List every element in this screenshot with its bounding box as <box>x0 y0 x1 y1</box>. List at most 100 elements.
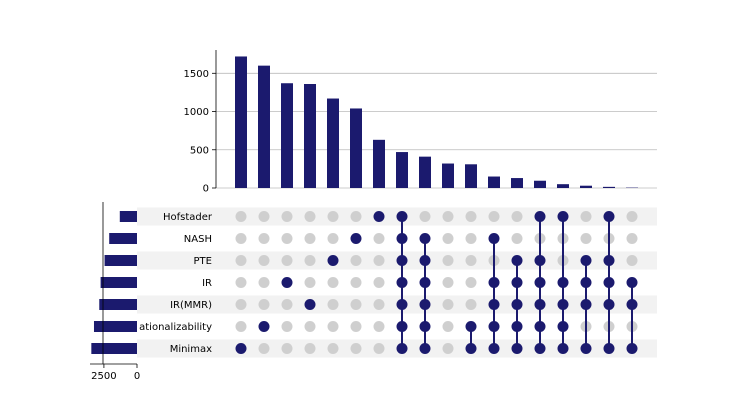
matrix-dot-active <box>281 277 293 288</box>
matrix-dot-active <box>396 321 408 332</box>
matrix-dot-inactive <box>442 299 454 310</box>
matrix-dot-active <box>258 321 270 332</box>
intersection-bar <box>419 156 431 188</box>
matrix-dot-inactive <box>442 211 454 222</box>
matrix-dot-inactive <box>304 233 316 244</box>
matrix-dot-active <box>419 255 431 266</box>
set-label-hofstader: Hofstader <box>163 212 213 223</box>
matrix-dot-active <box>580 255 592 266</box>
matrix-dot-inactive <box>281 255 293 266</box>
matrix-dot-inactive <box>281 299 293 310</box>
matrix-dot-inactive <box>235 277 247 288</box>
matrix-dot-inactive <box>511 211 523 222</box>
matrix-dot-inactive <box>442 255 454 266</box>
matrix-dot-active <box>419 299 431 310</box>
matrix-dot-active <box>534 299 546 310</box>
matrix-dot-inactive <box>258 255 270 266</box>
matrix-dot-inactive <box>327 211 339 222</box>
matrix-dot-inactive <box>442 321 454 332</box>
matrix-dot-inactive <box>258 277 270 288</box>
matrix-dot-inactive <box>373 255 385 266</box>
matrix-dot-active <box>580 299 592 310</box>
matrix-dot-inactive <box>327 277 339 288</box>
matrix-dot-inactive <box>258 233 270 244</box>
matrix-dot-active <box>419 277 431 288</box>
matrix-dot-active <box>557 321 569 332</box>
matrix-dot-inactive <box>465 299 477 310</box>
set-label-rationalizability: ationalizability <box>139 322 212 333</box>
matrix-dot-active <box>603 299 615 310</box>
matrix-dot-inactive <box>442 277 454 288</box>
matrix-dot-inactive <box>465 211 477 222</box>
matrix-dot-inactive <box>235 321 247 332</box>
matrix-dot-active <box>511 343 523 354</box>
matrix-dot-active <box>557 343 569 354</box>
matrix-dot-active <box>373 211 385 222</box>
set-size-tick-label: 2500 <box>91 371 116 382</box>
set-size-bar <box>100 277 137 288</box>
matrix-dot-active <box>396 343 408 354</box>
matrix-dot-inactive <box>327 233 339 244</box>
matrix-dot-inactive <box>511 233 523 244</box>
matrix-dot-active <box>511 299 523 310</box>
intersection-bar <box>235 56 247 189</box>
matrix-dot-inactive <box>350 321 362 332</box>
matrix-dot-active <box>511 321 523 332</box>
matrix-dot-active <box>580 277 592 288</box>
matrix-dot-inactive <box>235 233 247 244</box>
matrix-dot-inactive <box>373 299 385 310</box>
intersection-bar <box>465 164 477 188</box>
matrix-dot-inactive <box>373 233 385 244</box>
matrix-dot-inactive <box>580 211 592 222</box>
matrix-dot-inactive <box>465 277 477 288</box>
matrix-dot-inactive <box>626 255 638 266</box>
matrix-dot-active <box>488 277 500 288</box>
matrix-dot-inactive <box>304 321 316 332</box>
matrix-dot-active <box>626 299 638 310</box>
matrix-dot-active <box>419 233 431 244</box>
intersection-bar <box>511 178 523 188</box>
matrix-dot-active <box>327 255 339 266</box>
matrix-dot-inactive <box>327 299 339 310</box>
matrix-dot-active <box>465 343 477 354</box>
set-label-ir: IR <box>202 278 212 289</box>
matrix-dot-inactive <box>626 211 638 222</box>
matrix-dot-active <box>396 255 408 266</box>
matrix-dot-active <box>350 233 362 244</box>
matrix-dot-active <box>235 343 247 354</box>
matrix-dot-active <box>511 255 523 266</box>
matrix-dot-inactive <box>373 343 385 354</box>
intersection-bar <box>488 176 500 188</box>
matrix-dot-active <box>511 277 523 288</box>
intersection-bar <box>258 65 270 188</box>
matrix-dot-inactive <box>350 211 362 222</box>
matrix-dot-active <box>557 277 569 288</box>
matrix-dot-active <box>534 343 546 354</box>
intersection-bar <box>327 98 339 188</box>
matrix-dot-inactive <box>235 299 247 310</box>
matrix-dot-inactive <box>465 233 477 244</box>
matrix-dot-inactive <box>373 277 385 288</box>
set-label-ir-mmr-: IR(MMR) <box>170 300 212 311</box>
intersection-bar <box>534 180 546 188</box>
matrix-dot-active <box>626 343 638 354</box>
set-size-bar <box>93 321 137 332</box>
set-size-bar <box>91 343 137 354</box>
matrix-dot-active <box>465 321 477 332</box>
matrix-dot-active <box>396 233 408 244</box>
matrix-dot-inactive <box>327 321 339 332</box>
matrix-dot-inactive <box>258 299 270 310</box>
matrix-dot-inactive <box>442 343 454 354</box>
matrix-dot-inactive <box>235 255 247 266</box>
matrix-dot-inactive <box>304 277 316 288</box>
intersection-bar <box>281 83 293 188</box>
matrix-dot-active <box>534 255 546 266</box>
matrix-dot-inactive <box>626 233 638 244</box>
matrix-dot-inactive <box>350 299 362 310</box>
intersection-bar <box>580 185 592 188</box>
matrix-dot-inactive <box>488 211 500 222</box>
intersection-bar <box>350 108 362 188</box>
matrix-dot-active <box>304 299 316 310</box>
matrix-dot-active <box>603 255 615 266</box>
